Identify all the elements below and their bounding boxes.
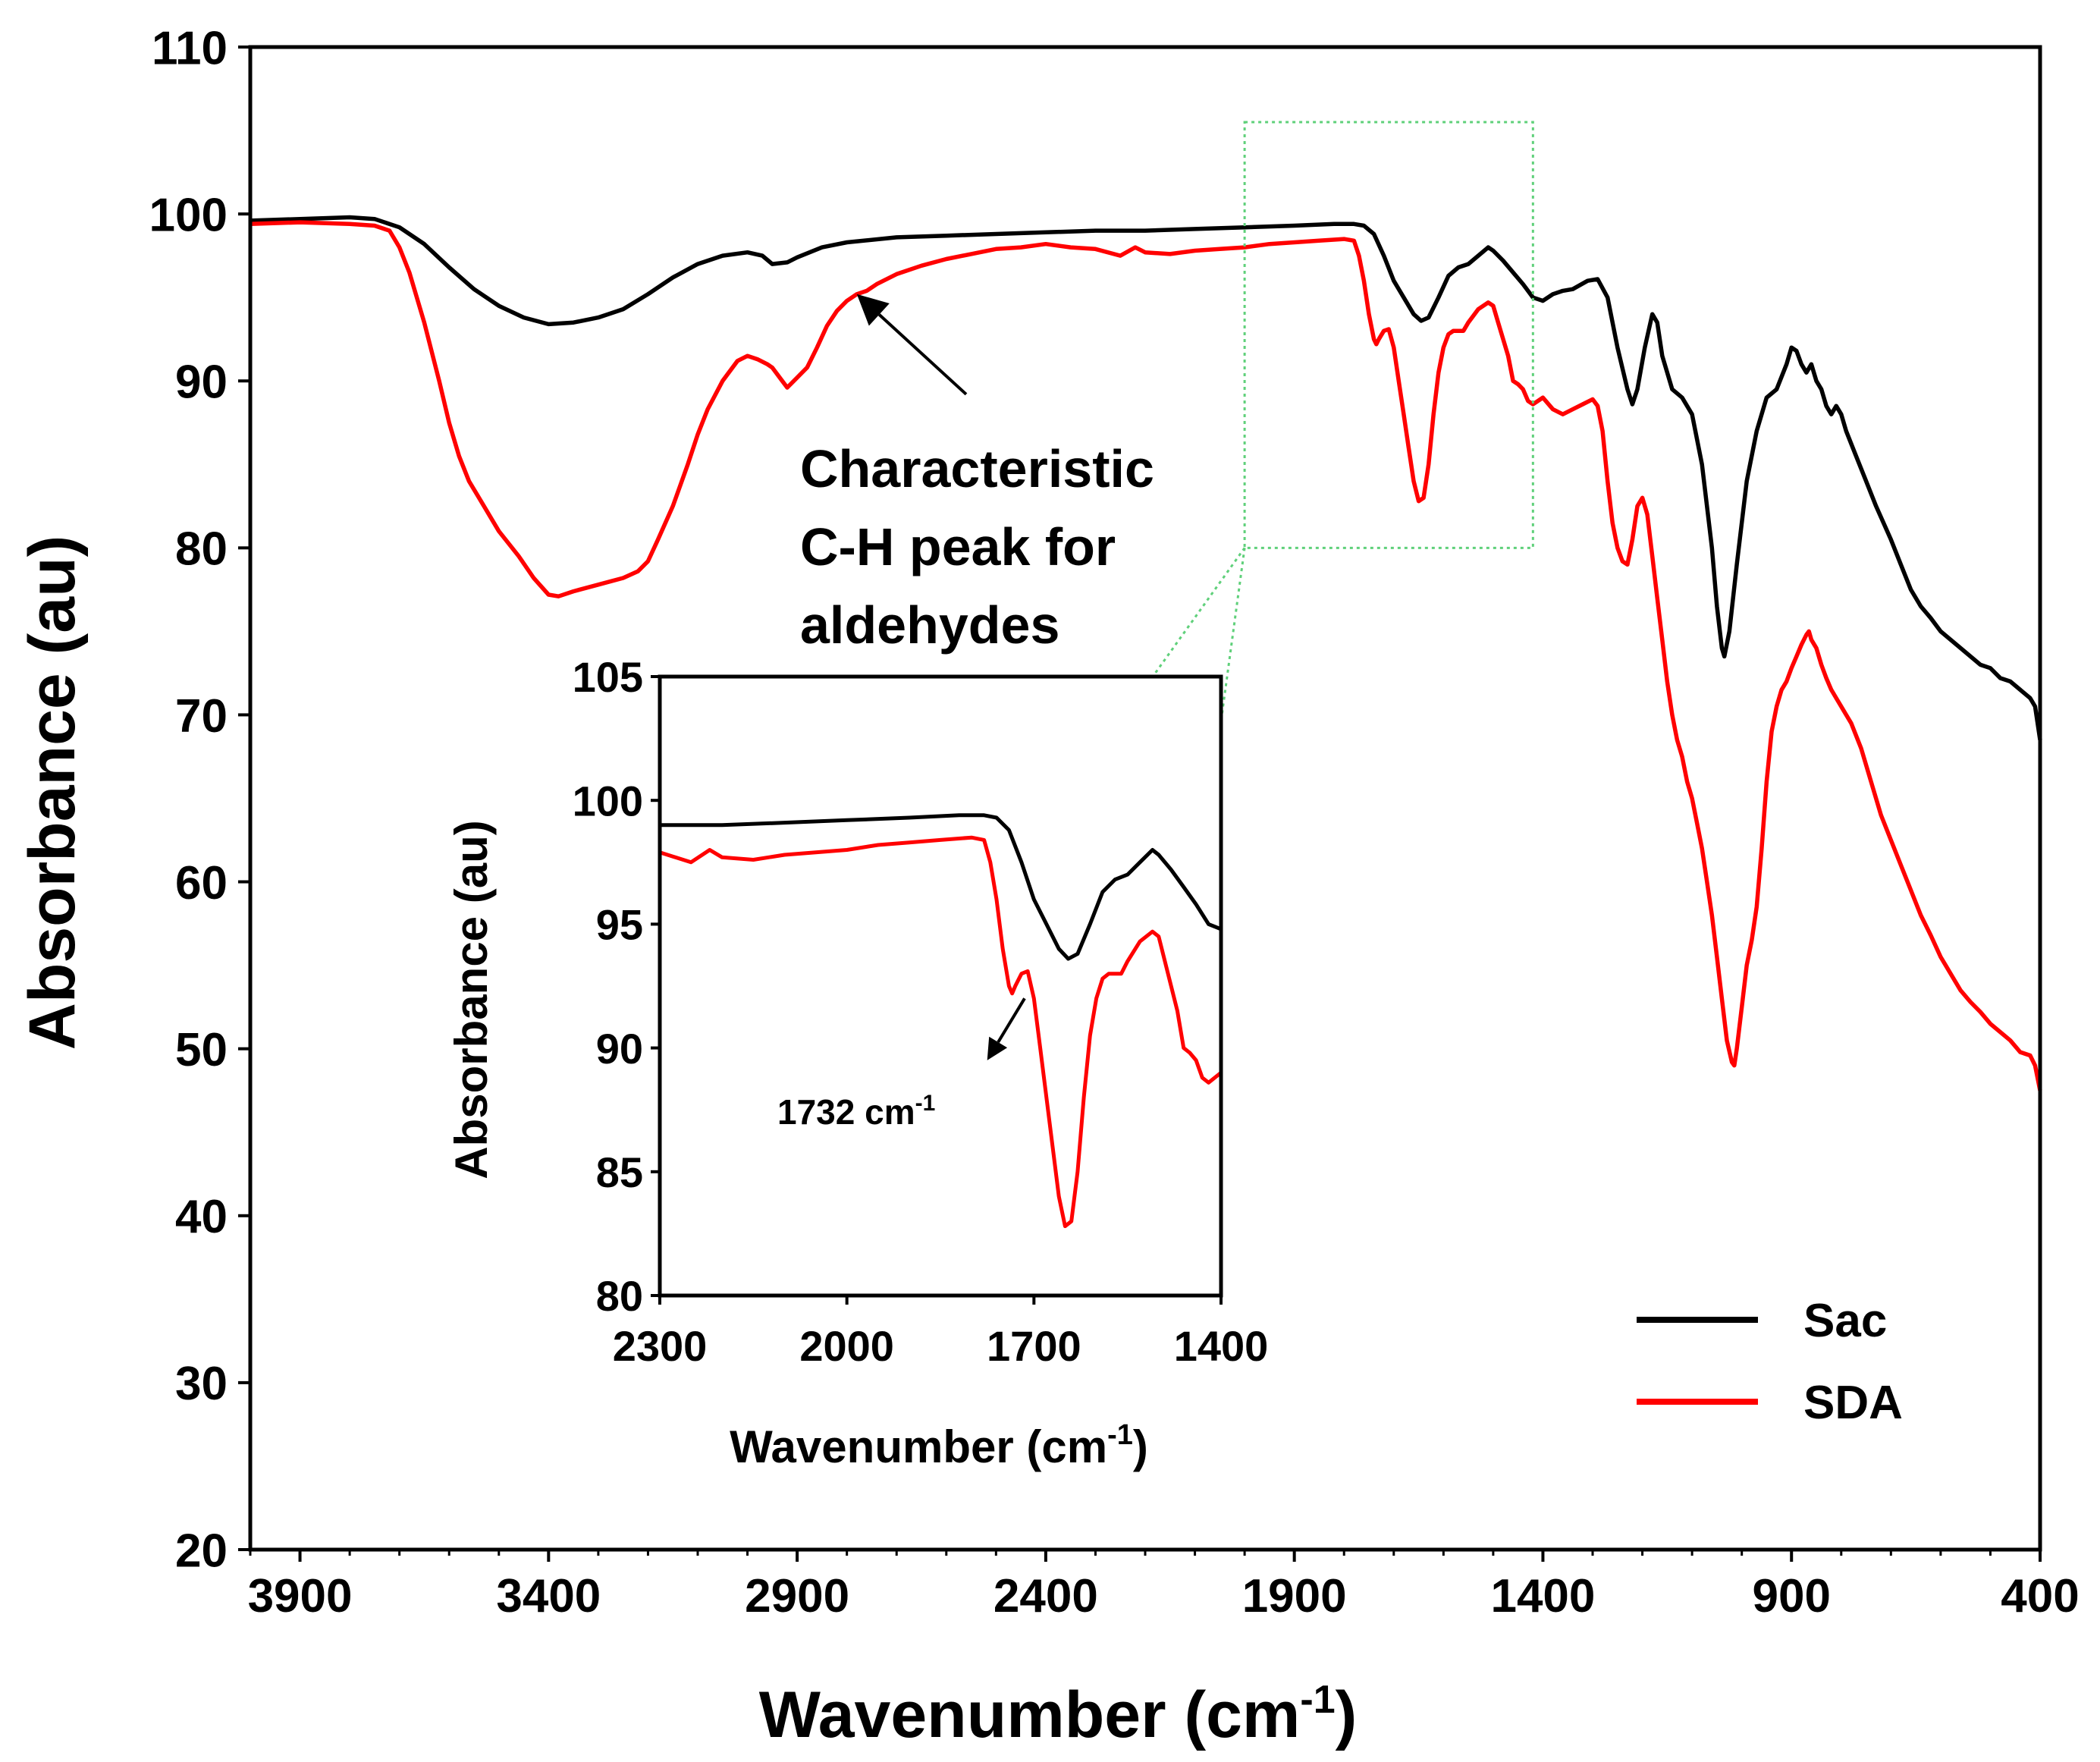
- x-tick-label: 1700: [987, 1322, 1081, 1370]
- series-line-sda: [659, 835, 1223, 1229]
- legend-label-sda: SDA: [1803, 1377, 1903, 1429]
- x-tick-label: 2400: [993, 1570, 1098, 1622]
- x-tick-label: 2900: [745, 1570, 849, 1622]
- series-line-sac: [250, 215, 2042, 740]
- inset-annotation-text: 1732 cm-1: [777, 1091, 935, 1132]
- x-tick-label: 1400: [1174, 1322, 1269, 1370]
- main-chart: 20 30 40 50 60 70 80 90 100 110 3900 3400 2900 2400 1…: [16, 22, 2080, 1751]
- inset-x-axis: 2300 2000 1700 1400: [613, 1296, 1269, 1370]
- inset-background: [660, 677, 1221, 1296]
- inset-x-axis-label: Wavenumber (cm-1): [730, 1419, 1148, 1472]
- y-tick-label: 85: [596, 1148, 643, 1196]
- main-y-axis: 20 30 40 50 60 70 80 90 100 110: [149, 22, 250, 1577]
- y-tick-label: 30: [175, 1358, 228, 1410]
- y-tick-label: 60: [175, 857, 228, 909]
- main-y-axis-label: Absorbance (au): [16, 536, 89, 1051]
- y-tick-label: 80: [175, 523, 228, 576]
- x-tick-label: 900: [1752, 1570, 1830, 1622]
- inset-y-axis: 80 85 90 95 100 105: [573, 653, 660, 1320]
- main-series-group: [250, 215, 2042, 1091]
- main-x-axis-label: Wavenumber (cm-1): [759, 1678, 1358, 1751]
- main-x-axis: 3900 3400 2900 2400 1900 1400 900 400: [248, 1550, 2080, 1622]
- inset-annotation-arrow: [997, 997, 1026, 1043]
- y-tick-label: 50: [175, 1024, 228, 1076]
- annotation-text-line: Characteristic: [800, 439, 1154, 498]
- y-tick-label: 110: [152, 22, 228, 74]
- annotation-arrowhead: [856, 294, 890, 326]
- x-tick-label: 1900: [1242, 1570, 1347, 1622]
- y-tick-label: 95: [596, 901, 643, 949]
- y-tick-label: 90: [175, 356, 228, 409]
- legend-label-sac: Sac: [1803, 1295, 1887, 1347]
- x-tick-label: 1400: [1490, 1570, 1595, 1622]
- series-line-sac: [660, 813, 1222, 961]
- inset-chart: 80 85 90 95 100 105 2300 2000 1700 1400 Wavenumb…: [446, 653, 1268, 1472]
- y-tick-label: 105: [573, 653, 643, 701]
- x-tick-label: 3900: [248, 1570, 353, 1622]
- zoom-connector-line: [1151, 547, 1246, 677]
- annotation-text-line: C-H peak for: [800, 517, 1116, 576]
- inset-plot-frame: [658, 674, 1223, 1298]
- x-tick-label: 2300: [613, 1322, 708, 1370]
- y-tick-label: 100: [573, 777, 643, 824]
- y-tick-label: 80: [596, 1272, 643, 1320]
- zoom-box: [1243, 121, 1534, 549]
- series-line-sda: [250, 220, 2042, 1091]
- inset-y-axis-label: Absorbance (au): [446, 820, 497, 1179]
- y-tick-label: 40: [175, 1191, 228, 1243]
- annotation-text-line: aldehydes: [800, 595, 1059, 655]
- aldehyde-annotation: Characteristic C-H peak for aldehydes: [800, 294, 1154, 655]
- inset-series-group: [659, 813, 1223, 1229]
- y-tick-label: 100: [149, 189, 228, 241]
- x-tick-label: 400: [2001, 1570, 2079, 1622]
- x-tick-label: 3400: [496, 1570, 601, 1622]
- inset-annotation-arrowhead: [987, 1036, 1008, 1060]
- y-tick-label: 20: [175, 1525, 228, 1577]
- legend: Sac SDA: [1637, 1295, 1903, 1429]
- y-tick-label: 90: [596, 1025, 643, 1073]
- annotation-arrow: [877, 313, 968, 396]
- x-tick-label: 2000: [799, 1322, 894, 1370]
- y-tick-label: 70: [175, 690, 228, 743]
